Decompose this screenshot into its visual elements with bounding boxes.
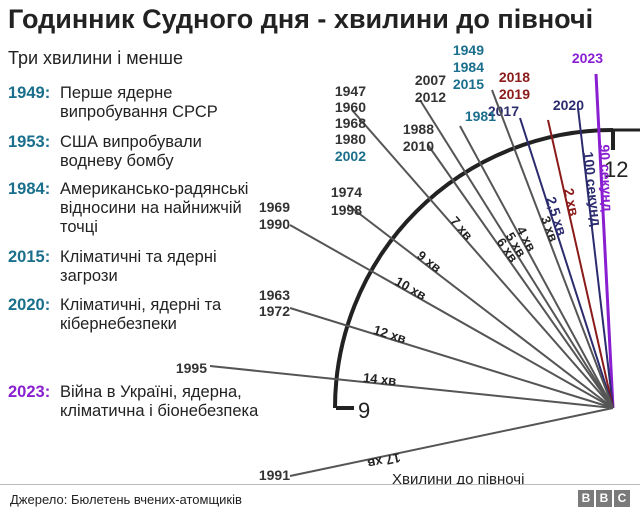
hand-year-label: 1974 <box>331 184 362 200</box>
legend-entry: 2020: Кліматичні, ядерні та кібернебезпе… <box>8 296 258 333</box>
hand-year-label: 1980 <box>335 131 366 147</box>
hand-year-label: 1968 <box>335 115 366 131</box>
hand-year-label: 1972 <box>259 303 290 319</box>
hand-year-label: 2023 <box>572 50 603 66</box>
clock-hand <box>459 125 614 409</box>
legend-year: 2023: <box>8 383 51 401</box>
clock-diagram: 12 9 Хвилини до півночі 90 секунд2023100… <box>176 42 640 484</box>
hand-year-label: 1995 <box>176 360 207 376</box>
legend-entry: 1984: Американсько-радянські відносини н… <box>8 180 258 236</box>
legend-text: Кліматичні та ядерні загрози <box>60 248 217 285</box>
clock-hand <box>594 73 615 409</box>
hand-year-label: 1969 <box>259 199 290 215</box>
legend-year: 1953: <box>8 133 51 151</box>
hand-year-label: 2018 <box>499 69 530 85</box>
legend-year: 2020: <box>8 296 51 314</box>
hand-year-label: 2002 <box>335 148 366 164</box>
logo-letter: B <box>596 490 612 507</box>
logo-letter: C <box>614 490 630 507</box>
hand-year-label: 2019 <box>499 86 530 102</box>
hand-minute-label: 2 хв <box>561 187 583 218</box>
hand-minute-label: 90 секунд <box>597 144 616 212</box>
clock-hand <box>289 407 614 477</box>
clock-hand <box>209 365 614 409</box>
hand-year-label: 1988 <box>403 121 434 137</box>
legend-text: Війна в Україні, ядерна, кліматична і бі… <box>60 383 259 420</box>
legend-entry: 2015: Кліматичні та ядерні загрози <box>8 248 258 285</box>
bbc-logo: B B C <box>578 490 630 507</box>
hand-year-label: 2007 <box>415 72 446 88</box>
legend-text: Перше ядерне випробування СРСР <box>60 84 218 121</box>
hand-year-label: 2015 <box>453 76 484 92</box>
hand-year-label: 1998 <box>331 202 362 218</box>
legend-entry: 1949: Перше ядерне випробування СРСР <box>8 84 258 121</box>
legend-entry: 2023: Війна в Україні, ядерна, кліматичн… <box>8 383 258 420</box>
legend-year: 1949: <box>8 84 51 102</box>
clock-hand <box>519 117 614 409</box>
legend-subtitle: Три хвилини і менше <box>8 48 183 68</box>
clock-hand <box>347 204 614 409</box>
hand-minute-label: 17 хв <box>366 450 402 472</box>
hand-year-label: 1949 <box>453 42 484 58</box>
hand-minute-label: 12 хв <box>372 322 408 346</box>
hand-year-label: 1963 <box>259 287 290 303</box>
hand-year-label: 1960 <box>335 99 366 115</box>
legend-text: Американсько-радянські відносини на найн… <box>60 180 249 236</box>
clock-nine-label: 9 <box>358 398 370 423</box>
hand-minute-label: 10 хв <box>393 274 429 303</box>
hand-year-label: 1991 <box>259 467 290 483</box>
hand-year-label: 1984 <box>453 59 484 75</box>
hand-year-label: 1990 <box>259 216 290 232</box>
legend-text: Кліматичні, ядерні та кібернебезпеки <box>60 296 222 333</box>
clock-hand <box>577 107 614 409</box>
hand-minute-label: 7 хв <box>447 214 475 244</box>
page-title: Годинник Судного дня - хвилини до півноч… <box>8 4 594 34</box>
legend-year: 2015: <box>8 248 51 266</box>
clock-rim <box>333 128 614 409</box>
clock-hand <box>351 109 614 409</box>
footer-divider <box>0 484 640 485</box>
clock-axis-label: Хвилини до півночі <box>392 471 524 484</box>
hand-minute-label: 9 хв <box>414 248 444 276</box>
hand-minute-label: 14 хв <box>362 370 397 388</box>
hand-year-label: 2017 <box>488 103 519 119</box>
hand-year-label: 1947 <box>335 83 366 99</box>
legend-entry: 1953: США випробували водневу бомбу <box>8 133 258 170</box>
legend-year: 1984: <box>8 180 51 198</box>
clock-hand <box>491 89 614 409</box>
source-note: Джерело: Бюлетень вчених-атомщиків <box>10 492 242 507</box>
hand-year-label: 2020 <box>553 97 584 113</box>
hand-year-label: 1981 <box>465 108 496 124</box>
clock-twelve-label: 12 <box>604 157 628 182</box>
clock-hand <box>289 224 614 409</box>
hand-year-label: 2010 <box>403 138 434 154</box>
legend-text: США випробували водневу бомбу <box>60 133 202 170</box>
clock-hand <box>289 307 614 409</box>
logo-letter: B <box>578 490 594 507</box>
hand-year-label: 2012 <box>415 89 446 105</box>
clock-hand <box>427 144 614 409</box>
clock-hand <box>419 99 614 409</box>
clock-hand <box>547 119 614 409</box>
